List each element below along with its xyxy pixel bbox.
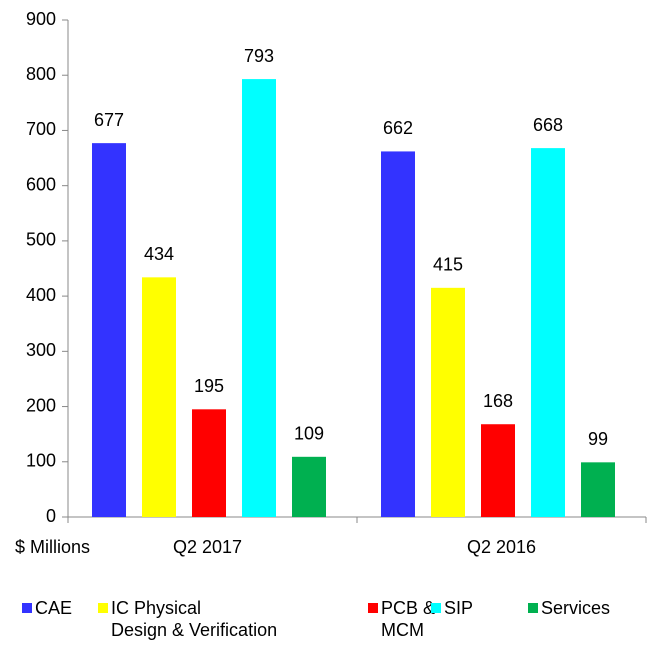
y-tick-label: 200	[26, 395, 56, 415]
legend-item: PCB & MCM	[368, 597, 435, 641]
data-label: 415	[433, 255, 463, 275]
legend-item: IC Physical Design & Verification	[98, 597, 277, 641]
data-label: 195	[194, 376, 224, 396]
bar	[292, 456, 326, 517]
legend-item: Services	[528, 597, 610, 619]
bar	[92, 143, 126, 517]
data-label: 99	[588, 429, 608, 449]
legend-swatch	[22, 603, 32, 613]
bar	[581, 462, 615, 517]
legend-label: IC Physical Design & Verification	[111, 598, 278, 640]
legend-swatch	[528, 603, 538, 613]
legend-label: PCB & MCM	[381, 598, 436, 640]
y-tick-label: 300	[26, 340, 56, 360]
y-tick-label: 400	[26, 285, 56, 305]
y-tick-label: 0	[46, 506, 56, 526]
legend-label: CAE	[35, 598, 73, 618]
y-tick-label: 100	[26, 451, 56, 471]
bar	[192, 409, 226, 517]
legend-label: Services	[541, 598, 611, 618]
legend-swatch	[368, 603, 378, 613]
data-label: 668	[533, 115, 563, 135]
legend-item: SIP	[431, 597, 473, 619]
data-label: 793	[244, 46, 274, 66]
data-label: 434	[144, 244, 174, 264]
data-label: 109	[294, 424, 324, 444]
y-axis-label: $ Millions	[15, 537, 90, 557]
y-tick-label: 700	[26, 119, 56, 139]
bar	[142, 277, 176, 517]
x-tick-label: Q2 2016	[467, 537, 536, 557]
y-tick-label: 800	[26, 64, 56, 84]
bar	[481, 424, 515, 517]
y-tick-label: 900	[26, 9, 56, 29]
legend-swatch	[98, 603, 108, 613]
bar	[531, 148, 565, 518]
y-tick-label: 500	[26, 230, 56, 250]
bar	[242, 79, 276, 518]
data-label: 168	[483, 391, 513, 411]
legend-swatch	[431, 603, 441, 613]
legend-item: CAE	[22, 597, 72, 619]
bar	[431, 287, 465, 517]
legend-label: SIP	[444, 598, 474, 618]
data-label: 677	[94, 110, 124, 130]
data-label: 662	[383, 118, 413, 138]
bar	[381, 151, 415, 517]
x-tick-label: Q2 2017	[173, 537, 242, 557]
y-tick-label: 600	[26, 174, 56, 194]
